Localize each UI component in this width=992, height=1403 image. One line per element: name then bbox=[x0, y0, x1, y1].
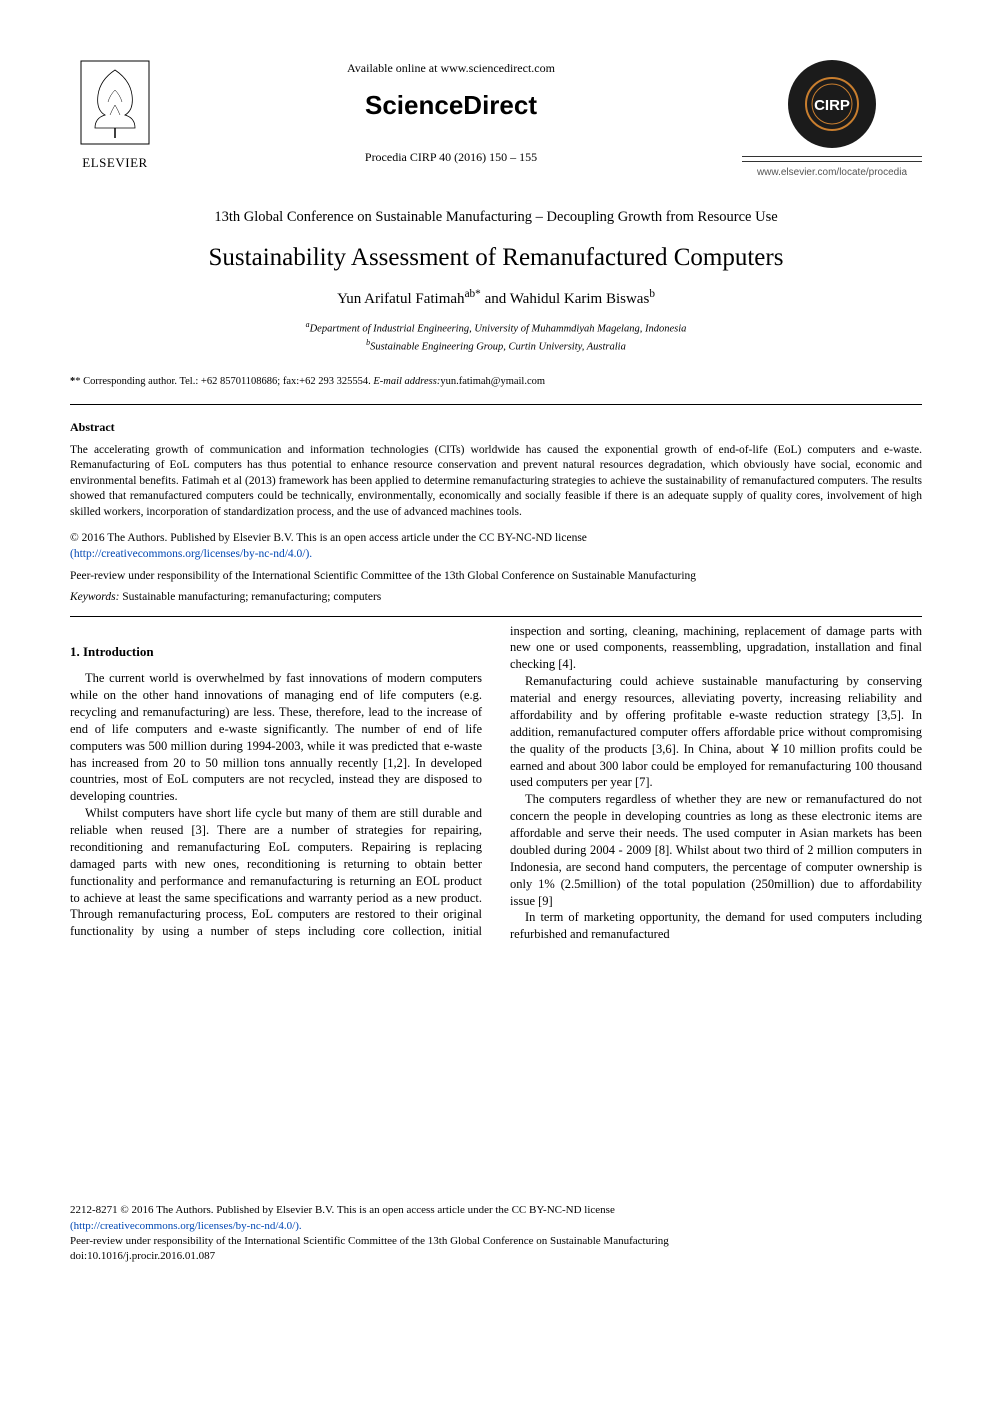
affiliation-a: aDepartment of Industrial Engineering, U… bbox=[70, 319, 922, 337]
cirp-logo-block: CIRP www.elsevier.com/locate/procedia bbox=[742, 60, 922, 180]
elsevier-tree-icon bbox=[80, 60, 150, 145]
body-columns: 1. Introduction The current world is ove… bbox=[70, 623, 922, 944]
procedia-reference: Procedia CIRP 40 (2016) 150 – 155 bbox=[180, 149, 722, 165]
available-online-text: Available online at www.sciencedirect.co… bbox=[180, 60, 722, 76]
intro-p3: Remanufacturing could achieve sustainabl… bbox=[510, 673, 922, 791]
footer-doi: doi:10.1016/j.procir.2016.01.087 bbox=[70, 1249, 922, 1264]
cirp-url: www.elsevier.com/locate/procedia bbox=[742, 166, 922, 180]
affiliations: aDepartment of Industrial Engineering, U… bbox=[70, 319, 922, 355]
section-1-heading: 1. Introduction bbox=[70, 643, 482, 661]
cirp-divider bbox=[742, 156, 922, 157]
keywords-label: Keywords: bbox=[70, 591, 119, 603]
authors: Yun Arifatul Fatimahab* and Wahidul Kari… bbox=[70, 287, 922, 309]
license-line1: © 2016 The Authors. Published by Elsevie… bbox=[70, 532, 587, 544]
intro-p1: The current world is overwhelmed by fast… bbox=[70, 670, 482, 805]
corresponding-label: * Corresponding author. Tel.: +62 857011… bbox=[75, 376, 373, 387]
footer-peer: Peer-review under responsibility of the … bbox=[70, 1234, 922, 1249]
peer-review: Peer-review under responsibility of the … bbox=[70, 569, 922, 585]
cirp-circle-icon: CIRP bbox=[788, 60, 876, 148]
corresponding-email: yun.fatimah@ymail.com bbox=[440, 376, 545, 387]
rule-bottom bbox=[70, 616, 922, 617]
sciencedirect-logo: ScienceDirect bbox=[180, 88, 722, 123]
rule-top bbox=[70, 404, 922, 405]
header-center: Available online at www.sciencedirect.co… bbox=[160, 60, 742, 165]
keywords-value: Sustainable manufacturing; remanufacturi… bbox=[119, 591, 381, 603]
abstract-heading: Abstract bbox=[70, 419, 922, 435]
intro-p5: In term of marketing opportunity, the de… bbox=[510, 909, 922, 943]
paper-title: Sustainability Assessment of Remanufactu… bbox=[70, 241, 922, 275]
abstract-body: The accelerating growth of communication… bbox=[70, 443, 922, 521]
cirp-divider bbox=[742, 161, 922, 162]
intro-p4: The computers regardless of whether they… bbox=[510, 791, 922, 909]
corresponding-author: ** Corresponding author. Tel.: +62 85701… bbox=[70, 375, 922, 389]
elsevier-logo-block: ELSEVIER bbox=[70, 60, 160, 171]
header: ELSEVIER Available online at www.science… bbox=[70, 60, 922, 180]
license-link[interactable]: (http://creativecommons.org/licenses/by-… bbox=[70, 548, 312, 560]
footer: 2212-8271 © 2016 The Authors. Published … bbox=[70, 1203, 922, 1265]
email-label: E-mail address: bbox=[373, 376, 440, 387]
footer-link[interactable]: (http://creativecommons.org/licenses/by-… bbox=[70, 1220, 302, 1232]
cirp-text: CIRP bbox=[814, 97, 850, 114]
conference-name: 13th Global Conference on Sustainable Ma… bbox=[70, 208, 922, 228]
license-block: © 2016 The Authors. Published by Elsevie… bbox=[70, 530, 922, 562]
footer-line1: 2212-8271 © 2016 The Authors. Published … bbox=[70, 1204, 615, 1216]
keywords: Keywords: Sustainable manufacturing; rem… bbox=[70, 590, 922, 606]
elsevier-label: ELSEVIER bbox=[70, 154, 160, 172]
affiliation-b: bSustainable Engineering Group, Curtin U… bbox=[70, 337, 922, 355]
